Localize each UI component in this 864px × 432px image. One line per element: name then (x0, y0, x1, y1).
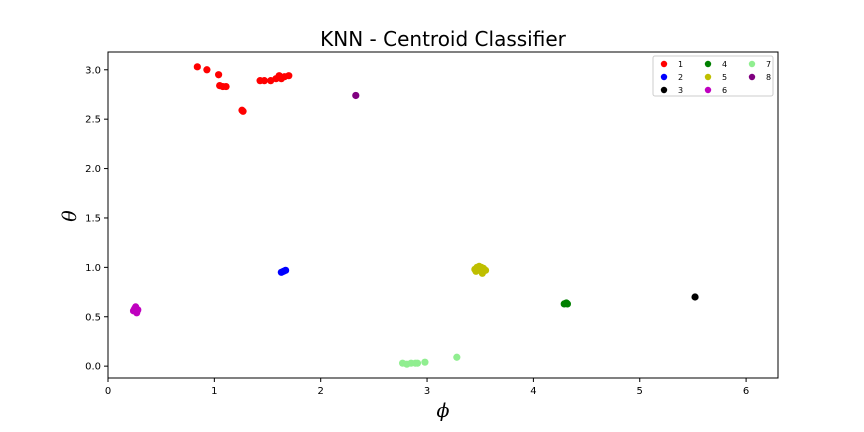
y-tick-label: 0.5 (85, 312, 101, 323)
data-point-series-7 (453, 353, 461, 361)
y-tick-label: 1.0 (85, 263, 101, 274)
plot-area (129, 63, 699, 368)
data-point-series-5 (472, 267, 480, 275)
data-point-series-1 (222, 82, 230, 91)
legend-label-3: 3 (678, 86, 683, 95)
data-point-series-1 (203, 66, 211, 74)
x-tick-label: 5 (637, 386, 643, 397)
legend-marker-5 (704, 73, 712, 81)
y-tick-label: 2.0 (85, 164, 101, 175)
data-point-series-8 (352, 91, 360, 100)
legend-marker-1 (660, 60, 668, 68)
data-point-series-7 (421, 358, 429, 366)
x-tick-label: 0 (105, 386, 111, 397)
data-point-series-1 (239, 107, 247, 115)
x-tick-label: 4 (530, 386, 536, 397)
x-axis-label: ϕ (437, 400, 450, 422)
y-tick-label: 3.0 (85, 65, 101, 76)
legend-label-1: 1 (678, 60, 683, 69)
x-tick-label: 3 (424, 386, 430, 397)
legend-box (652, 55, 774, 97)
legend: 1 2 3 4 5 6 7 8 (652, 55, 774, 97)
legend-marker-3 (660, 86, 668, 94)
data-point-series-1 (193, 63, 201, 71)
y-tick-label: 2.5 (85, 115, 101, 126)
legend-label-6: 6 (722, 86, 727, 95)
legend-label-5: 5 (722, 73, 727, 82)
legend-label-2: 2 (678, 73, 683, 82)
data-point-series-2 (282, 266, 290, 274)
y-tick-label: 0.0 (85, 362, 101, 373)
legend-marker-4 (704, 60, 712, 68)
data-point-series-1 (215, 71, 223, 79)
data-point-series-4 (562, 299, 570, 307)
x-tick-label: 6 (743, 386, 749, 397)
legend-marker-7 (748, 60, 756, 68)
legend-label-7: 7 (766, 60, 771, 69)
legend-label-4: 4 (722, 60, 727, 69)
chart-title: KNN - Centroid Classifier (320, 27, 566, 51)
data-point-series-7 (413, 359, 422, 367)
x-tick-label: 2 (318, 386, 324, 397)
data-point-series-6 (133, 309, 141, 317)
y-tick-label: 1.5 (85, 213, 101, 224)
data-point-series-1 (285, 72, 293, 80)
legend-marker-8 (748, 73, 756, 81)
axes-frame (107, 51, 779, 379)
legend-marker-6 (704, 86, 712, 94)
axes: 0 1 2 3 4 5 6 0.0 0.5 1.0 1.5 2.0 2.5 3.0 (85, 51, 779, 397)
legend-marker-2 (660, 73, 668, 81)
data-point-series-1 (260, 77, 268, 85)
y-axis-label: θ (59, 210, 81, 222)
data-point-series-5 (477, 263, 485, 271)
legend-label-8: 8 (766, 73, 771, 82)
x-tick-label: 1 (211, 386, 217, 397)
data-point-series-3 (691, 293, 699, 301)
